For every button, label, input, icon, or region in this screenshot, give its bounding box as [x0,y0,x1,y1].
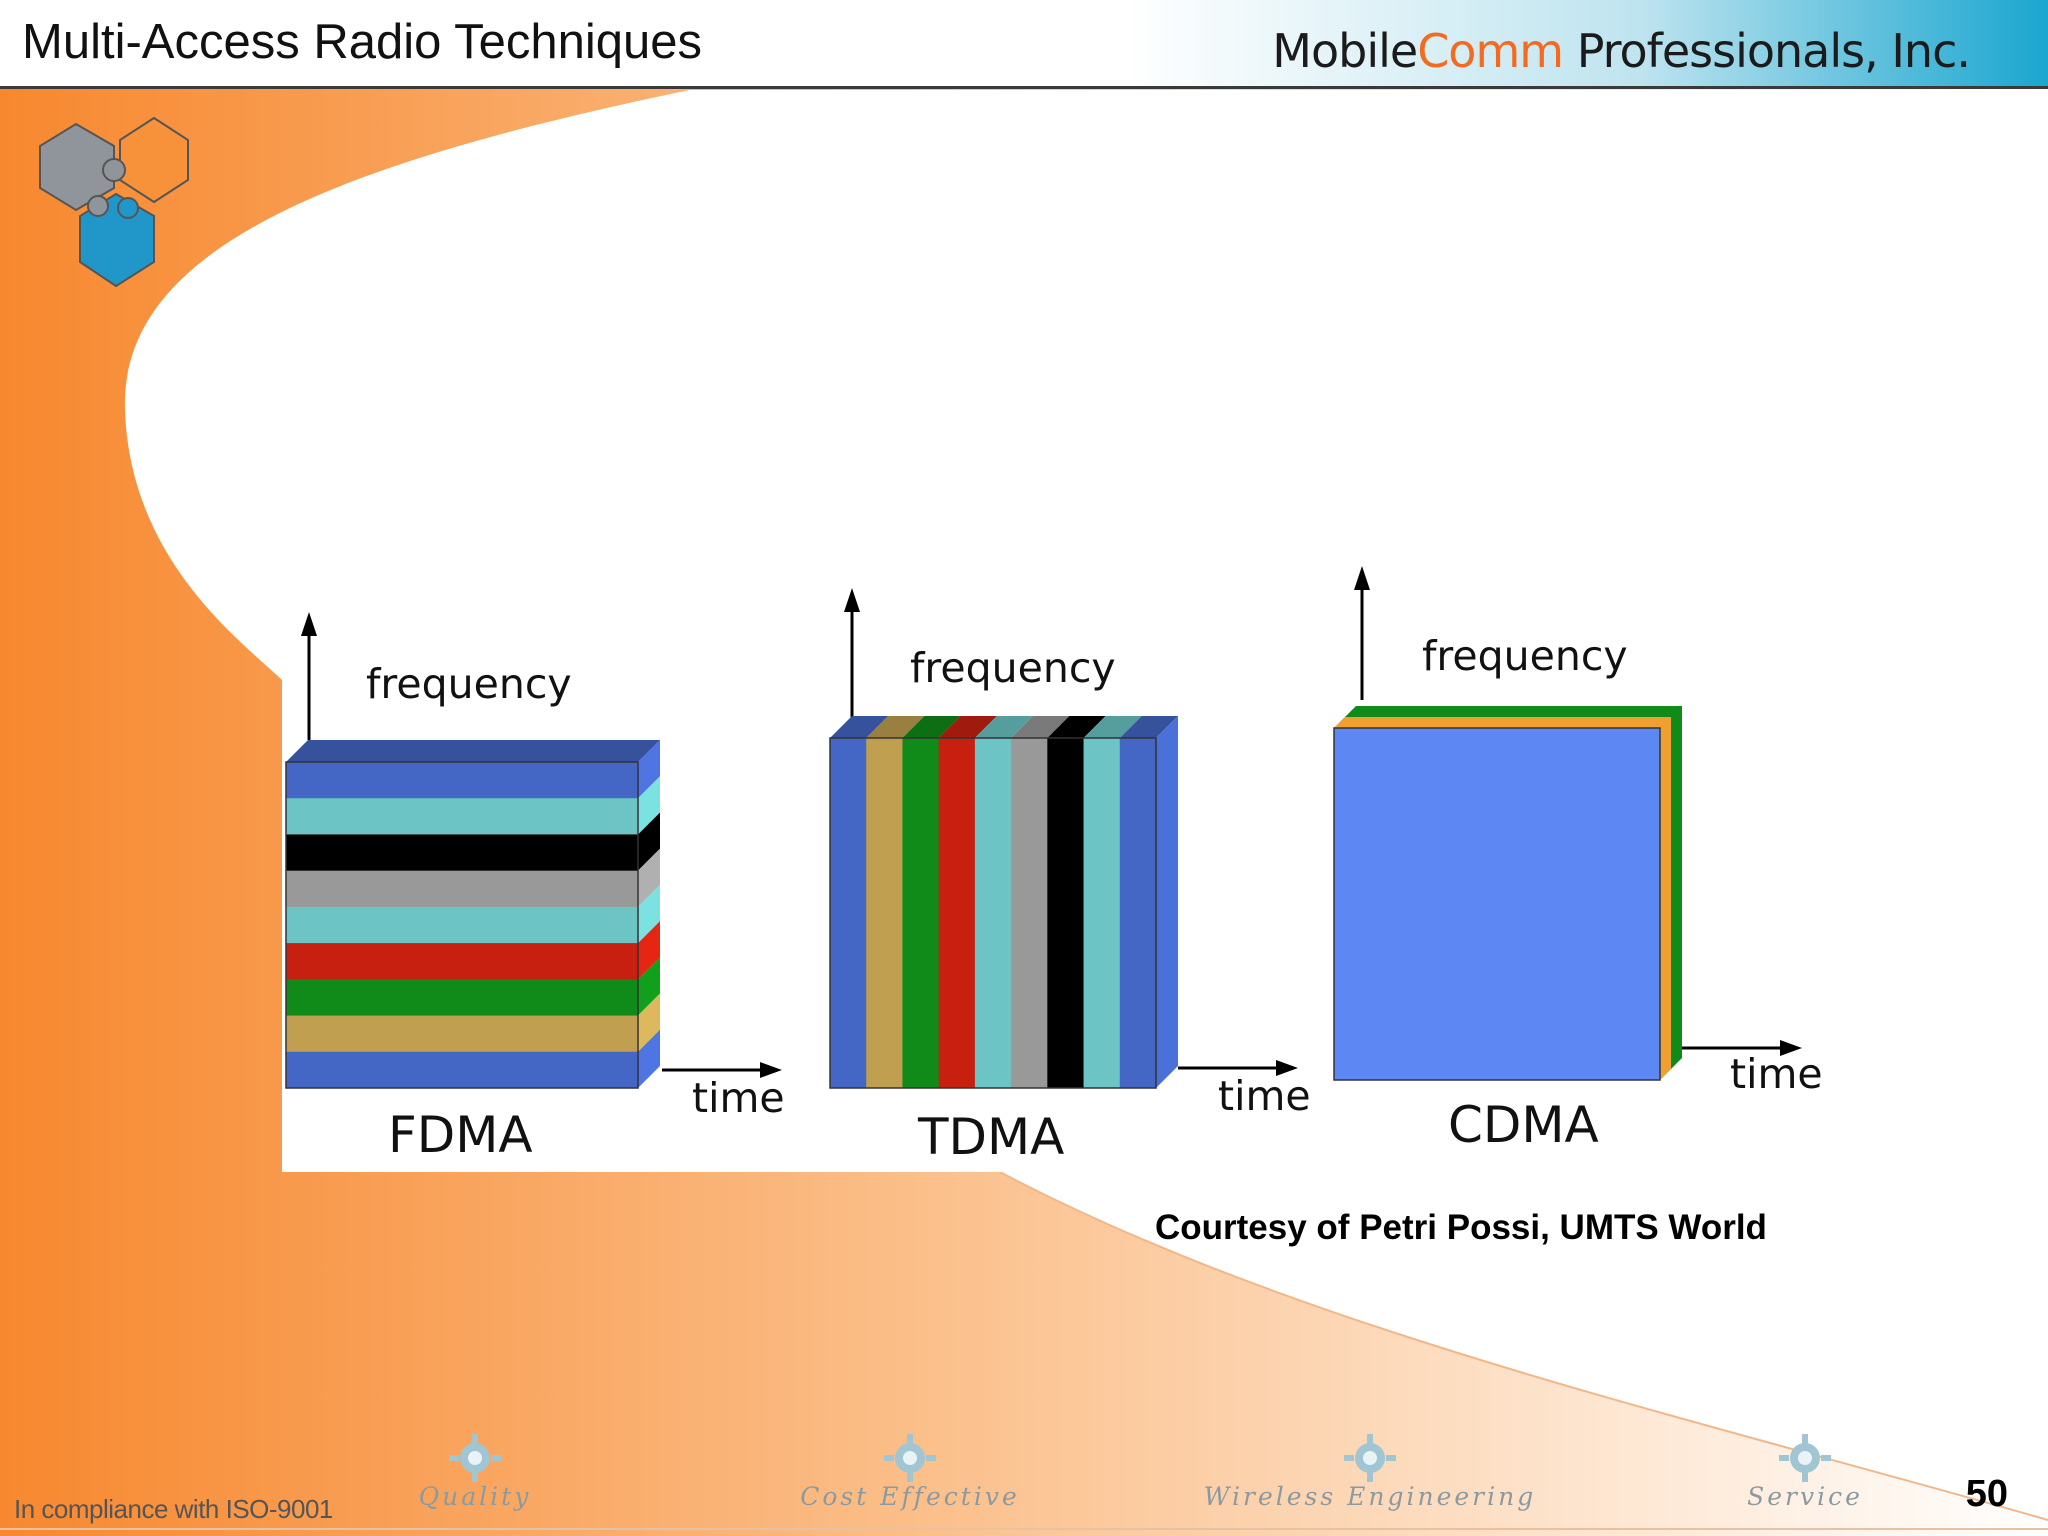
fdma-band-side [638,921,660,980]
tdma-method-label: TDMA [918,1108,1065,1166]
fdma-frequency-label: frequency [366,660,572,708]
company-name-part1: Mobile [1272,24,1418,78]
fdma-band-side [638,884,660,944]
diagram-graphics [285,566,1802,1089]
tdma-slot-top [938,716,997,738]
company-name: MobileComm Professionals, Inc. [1272,24,1971,78]
tdma-slot-top [902,716,961,738]
tdma-slot [830,738,867,1088]
fdma-band [286,834,638,872]
footer-item-wireless-engineering: Wireless Engineering [1200,1430,1540,1511]
tdma-block [829,588,1298,1089]
fdma-band [286,979,638,1017]
fdma-band-side [638,848,660,907]
fdma-band [286,943,638,980]
fdma-band-side [638,993,660,1052]
footer-item-service: Service [1730,1430,1880,1511]
tdma-outline [829,737,1157,1089]
puzzle-logo-icon [39,116,189,288]
tdma-slot-top [830,716,889,738]
fdma-band-side [638,957,660,1016]
cdma-frequency-label: frequency [1422,632,1628,680]
fdma-block [285,612,782,1089]
company-name-accent: Comm [1417,24,1564,78]
fdma-band [286,870,638,908]
tdma-slot [1011,738,1048,1088]
fdma-method-label: FDMA [388,1106,533,1164]
header-divider [0,86,2048,89]
cdma-method-label: CDMA [1448,1096,1599,1154]
cdma-front-face [1333,727,1661,1081]
fdma-band-side [638,776,660,835]
footer-item-cost-effective: Cost Effective [790,1430,1030,1511]
footer-item-label: Cost Effective [800,1482,1020,1511]
footer-item-label: Quality [418,1482,532,1511]
gear-icon [1779,1434,1831,1482]
tdma-slot-top [1083,716,1142,738]
tdma-slot-top [1011,716,1070,738]
fdma-time-label: time [692,1074,785,1122]
header-band [0,0,2048,88]
tdma-slot-top [1119,716,1178,738]
tdma-time-label: time [1218,1072,1311,1120]
fdma-top-face [286,740,660,762]
gear-icon [449,1434,501,1482]
page-number: 50 [1965,1473,2008,1515]
footer-item-label: Service [1747,1482,1863,1511]
tdma-side-face [1156,716,1178,1088]
fdma-band [286,1015,638,1053]
multiple-access-diagram: frequency time FDMA frequency time TDMA … [282,560,1882,1172]
cdma-time-label: time [1730,1050,1823,1098]
fdma-band-side [638,812,660,871]
iso-compliance-text: In compliance with ISO-9001 [14,1494,333,1524]
tdma-slot [938,738,976,1088]
tdma-slot-top [974,716,1034,738]
fdma-outline [285,761,639,1089]
fdma-band [286,762,638,799]
footer-divider [0,1528,2048,1530]
fdma-band-side [638,740,660,799]
slide-title: Multi-Access Radio Techniques [22,15,702,69]
tdma-slot [974,738,1012,1088]
tdma-slot-top [866,716,925,738]
cdma-block [1333,566,1802,1081]
tdma-slot [1083,738,1121,1088]
gear-icon [884,1434,936,1482]
fdma-band [286,906,638,944]
tdma-slot [866,738,903,1088]
gear-icon [1344,1434,1396,1482]
tdma-slot-top [1047,716,1106,738]
fdma-band-side [638,1029,660,1088]
tdma-slot [1047,738,1085,1088]
courtesy-credit: Courtesy of Petri Possi, UMTS World [1155,1208,1767,1247]
tdma-frequency-label: frequency [910,644,1116,692]
tdma-slot [1119,738,1157,1088]
fdma-band [286,1051,638,1089]
company-name-part3: Professionals, Inc. [1563,24,1971,78]
footer-item-quality: Quality [400,1430,550,1511]
footer-item-label: Wireless Engineering [1203,1482,1537,1511]
fdma-band [286,798,638,835]
tdma-slot [902,738,940,1088]
